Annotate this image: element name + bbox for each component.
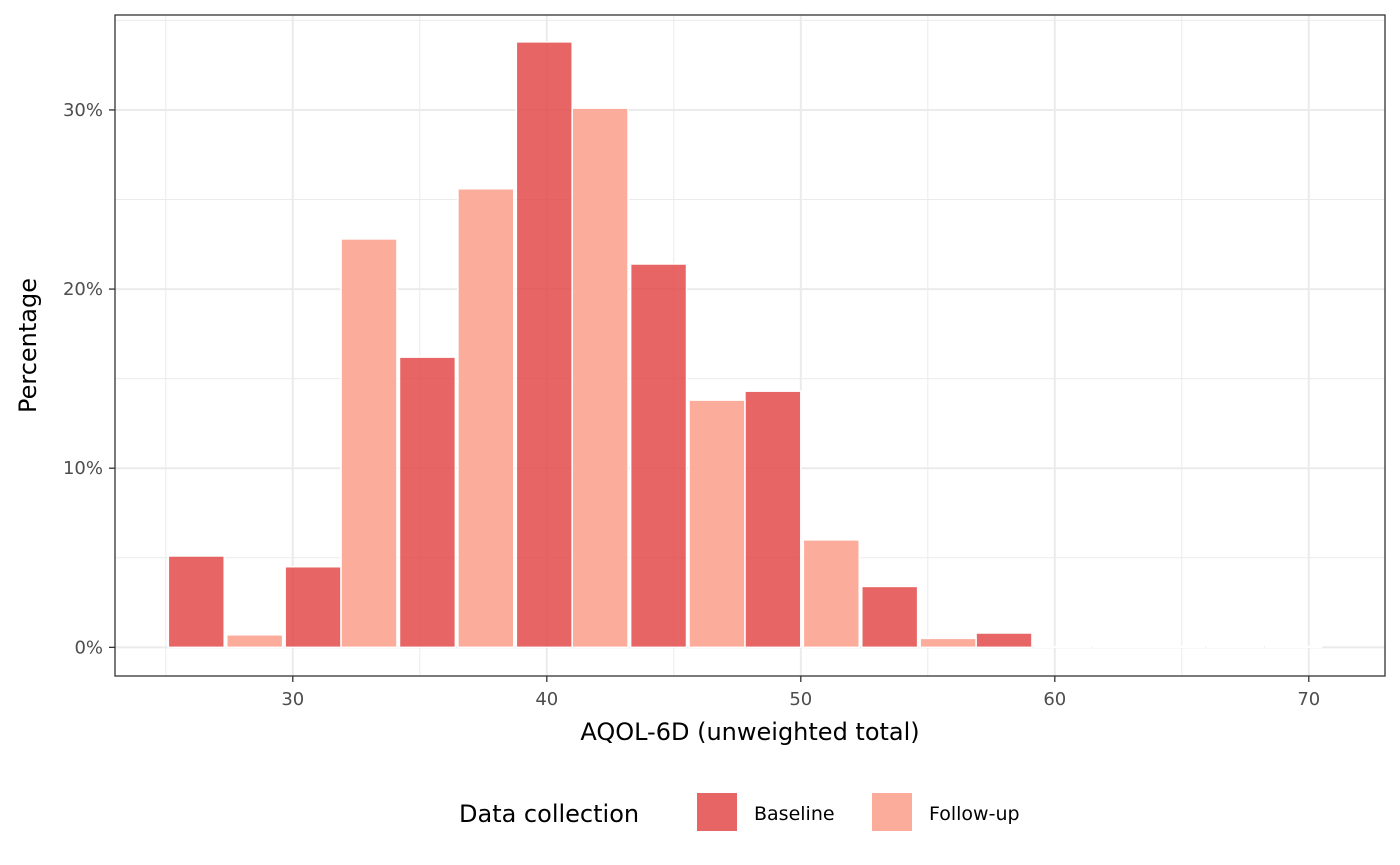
bar-follow-up — [340, 238, 398, 649]
y-tick-label: 20% — [63, 279, 103, 300]
x-tick-label: 60 — [1043, 689, 1066, 710]
bar-baseline — [1092, 645, 1150, 649]
bar-baseline — [398, 356, 457, 649]
bar-baseline — [284, 565, 342, 649]
bar-baseline — [167, 555, 225, 649]
x-axis: 30 40 50 60 70 — [281, 676, 1320, 710]
bar-baseline — [1206, 645, 1264, 649]
bar-follow-up — [688, 399, 746, 649]
legend-key-follow-up — [872, 793, 912, 831]
y-axis-title: Percentage — [14, 278, 42, 413]
bar-follow-up — [1264, 645, 1323, 649]
bar-follow-up — [457, 188, 515, 649]
x-axis-title: AQOL-6D (unweighted total) — [580, 718, 919, 746]
bar-follow-up — [1033, 645, 1092, 649]
bar-baseline — [861, 585, 919, 649]
y-axis: 0% 10% 20% 30% — [63, 100, 115, 658]
legend-key-baseline — [697, 793, 737, 831]
bar-baseline — [744, 390, 802, 649]
bar-baseline — [515, 41, 573, 649]
y-tick-label: 10% — [63, 458, 103, 479]
bar-follow-up — [226, 634, 284, 649]
bar-follow-up — [1148, 645, 1206, 649]
x-tick-label: 50 — [789, 689, 812, 710]
x-tick-label: 30 — [281, 689, 304, 710]
bar-follow-up — [919, 637, 977, 649]
bar-follow-up — [802, 539, 860, 649]
bar-follow-up — [571, 107, 629, 649]
legend: Data collection Baseline Follow-up — [459, 793, 1020, 831]
legend-label-baseline: Baseline — [754, 803, 835, 825]
legend-title: Data collection — [459, 800, 639, 828]
bar-baseline — [975, 632, 1033, 649]
y-tick-label: 30% — [63, 100, 103, 121]
bar-baseline — [629, 263, 688, 649]
panel-border — [114, 14, 1386, 677]
x-tick-label: 70 — [1297, 689, 1320, 710]
bar-layer — [167, 41, 1323, 649]
y-tick-label: 0% — [74, 637, 103, 658]
x-tick-label: 40 — [535, 689, 558, 710]
legend-label-follow-up: Follow-up — [929, 803, 1020, 825]
